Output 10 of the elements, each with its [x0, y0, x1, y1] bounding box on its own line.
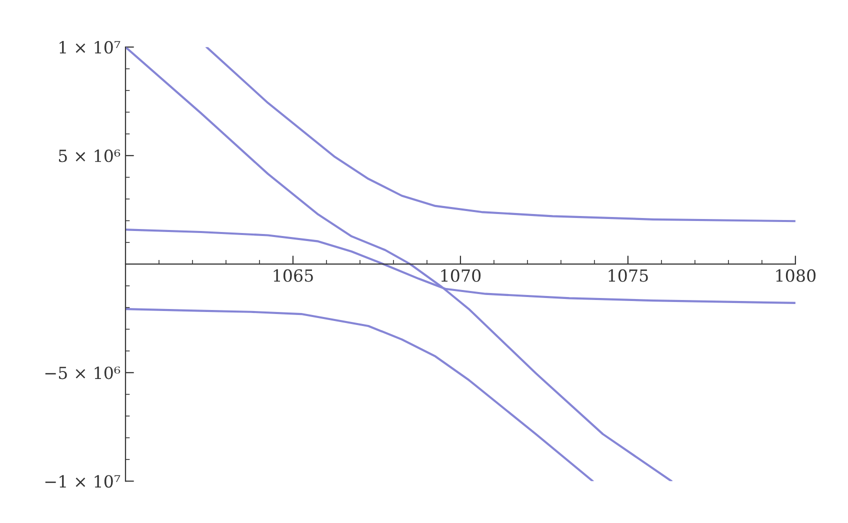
- y-tick-label: 5 × 10⁶: [59, 150, 120, 162]
- x-tick-label: 1070: [441, 269, 481, 282]
- x-tick-label: 1075: [608, 269, 648, 282]
- y-tick-label: 1 × 10⁷: [60, 41, 120, 54]
- y-tick-label: −5 × 10⁶: [45, 366, 120, 380]
- y-tick-label: −1 × 10⁷: [45, 475, 120, 488]
- x-tick-label: 1080: [776, 269, 816, 282]
- line-series: [126, 308, 594, 482]
- line-series: [206, 47, 796, 222]
- x-tick-label: 1065: [274, 269, 313, 282]
